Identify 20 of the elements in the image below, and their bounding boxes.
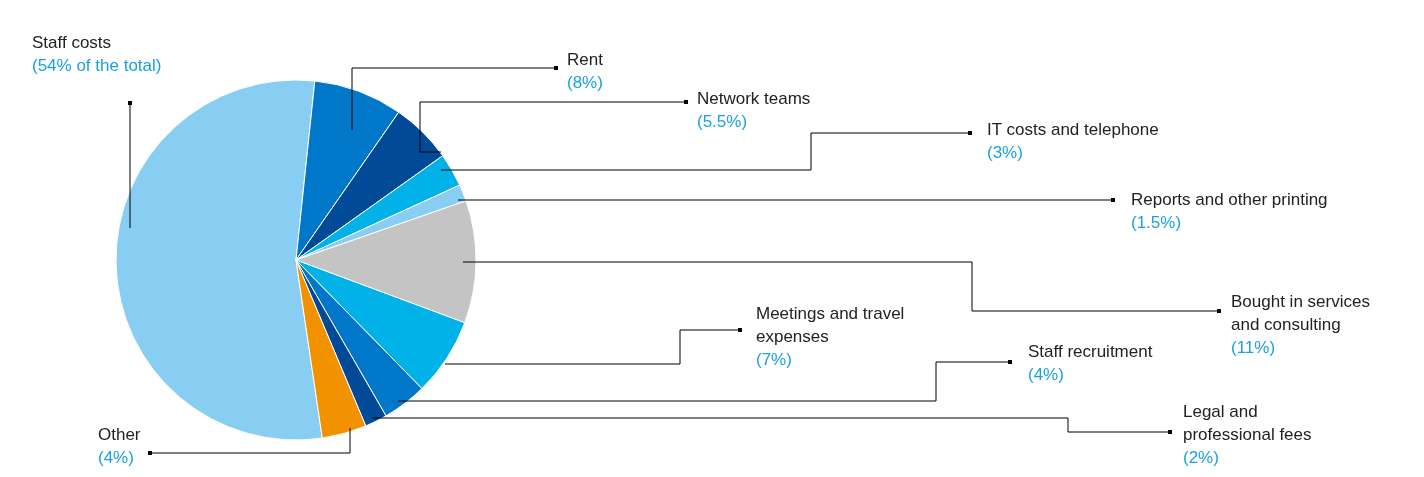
- data-label: (11%): [1231, 338, 1276, 357]
- slice-label: Network teams: [697, 89, 811, 108]
- data-label: (4%): [1028, 365, 1064, 384]
- data-label: (2%): [1183, 448, 1219, 467]
- data-label: (7%): [756, 350, 792, 369]
- data-label: (8%): [567, 73, 603, 92]
- slice-label: Staff recruitment: [1028, 342, 1153, 361]
- data-label: (54% of the total): [32, 56, 162, 75]
- data-label: (4%): [98, 448, 134, 467]
- data-label: (1.5%): [1131, 213, 1182, 232]
- data-label: (5.5%): [697, 112, 748, 131]
- slice-label: Staff costs: [32, 33, 112, 52]
- slice-label: IT costs and telephone: [987, 120, 1159, 139]
- slice-label: Other: [98, 425, 141, 444]
- slice-label: Reports and other printing: [1131, 190, 1328, 209]
- slice-label: Rent: [567, 50, 604, 69]
- data-label: (3%): [987, 143, 1023, 162]
- slice-label: Meetings and travel expenses: [756, 304, 905, 346]
- slice-label: Legal and professional fees: [1183, 402, 1312, 444]
- slice-label: Bought in services and consulting: [1231, 292, 1370, 334]
